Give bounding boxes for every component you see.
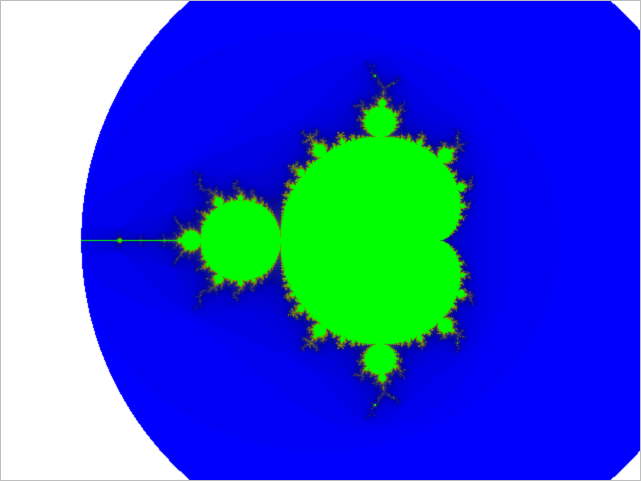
image-frame [0,0,641,481]
mandelbrot-fractal-image [1,1,640,480]
